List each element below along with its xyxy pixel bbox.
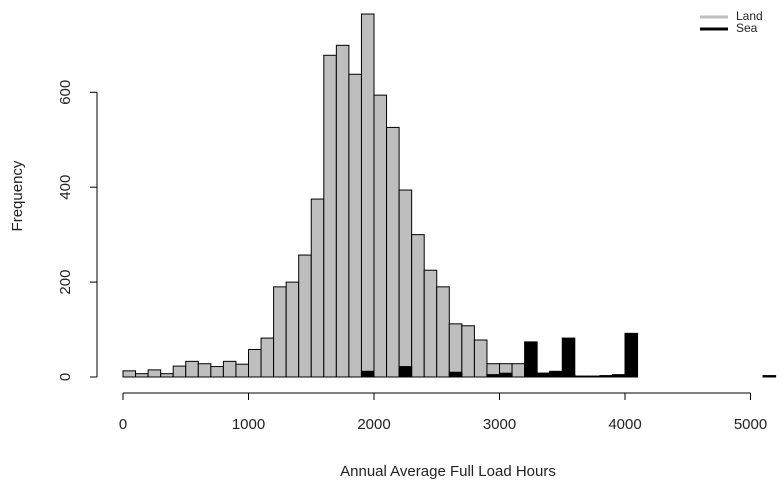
bar bbox=[549, 370, 563, 378]
bar bbox=[185, 360, 199, 378]
bar bbox=[335, 44, 350, 378]
x-tick-label: 1000 bbox=[232, 416, 265, 433]
bar bbox=[298, 254, 312, 378]
y-tick-label: 600 bbox=[57, 80, 74, 105]
x-axis-title: Annual Average Full Load Hours bbox=[340, 463, 556, 480]
bar bbox=[524, 341, 538, 378]
bars bbox=[122, 13, 777, 378]
bar bbox=[135, 373, 149, 378]
bar bbox=[260, 337, 275, 378]
bar bbox=[499, 372, 513, 378]
bar bbox=[586, 375, 601, 378]
bar bbox=[423, 269, 438, 378]
y-tick-label: 400 bbox=[57, 175, 74, 200]
x-tick-label: 5000 bbox=[734, 416, 767, 433]
bar bbox=[411, 234, 425, 378]
bar bbox=[222, 360, 237, 378]
bar bbox=[248, 348, 262, 378]
bar bbox=[461, 325, 475, 378]
y-tick-label: 200 bbox=[57, 270, 74, 295]
bar bbox=[373, 94, 388, 378]
bar bbox=[160, 373, 174, 378]
bar bbox=[448, 371, 463, 378]
bar bbox=[561, 337, 576, 378]
bar bbox=[386, 126, 400, 378]
bar bbox=[197, 363, 212, 378]
bar bbox=[273, 286, 287, 378]
legend-label: Land bbox=[736, 9, 763, 23]
bar bbox=[147, 369, 162, 378]
bar bbox=[486, 374, 501, 378]
bar bbox=[398, 366, 413, 378]
bar bbox=[611, 374, 626, 378]
bar bbox=[599, 375, 613, 378]
bar bbox=[323, 54, 337, 378]
x-tick-label: 4000 bbox=[608, 416, 641, 433]
bar bbox=[574, 375, 588, 378]
bar bbox=[172, 365, 187, 378]
bar bbox=[511, 363, 526, 378]
bar bbox=[285, 281, 300, 378]
bar bbox=[360, 13, 375, 378]
bar bbox=[348, 73, 362, 378]
x-tick-label: 3000 bbox=[483, 416, 516, 433]
bar bbox=[536, 372, 551, 378]
bar bbox=[360, 370, 375, 378]
bar bbox=[624, 332, 639, 378]
bar bbox=[235, 363, 249, 378]
x-tick-label: 2000 bbox=[357, 416, 390, 433]
bar bbox=[210, 366, 224, 378]
bar bbox=[436, 286, 450, 378]
bar bbox=[122, 370, 137, 378]
bar bbox=[398, 189, 413, 378]
y-axis-title: Frequency bbox=[9, 160, 26, 231]
y-tick-label: 0 bbox=[57, 373, 74, 381]
bar bbox=[310, 198, 325, 378]
bar bbox=[473, 339, 488, 378]
legend-label: Sea bbox=[736, 21, 758, 35]
x-tick-label: 0 bbox=[119, 416, 127, 433]
bar bbox=[762, 375, 777, 378]
bar bbox=[448, 323, 463, 378]
